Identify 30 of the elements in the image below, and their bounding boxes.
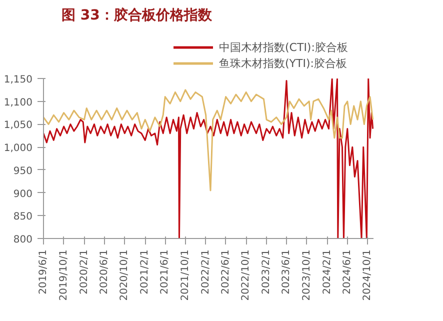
y-tick-label: 900: [13, 188, 33, 200]
x-tick-label: 2024/6/1: [342, 249, 353, 294]
x-tick-label: 2023/10/1: [301, 249, 312, 301]
x-tick-label: 2021/6/1: [160, 249, 171, 294]
chart-title: 图 33：胶合板价格指数: [62, 6, 213, 24]
legend-label: 中国木材指数(CTI):胶合板: [219, 40, 348, 55]
y-tick-label: 1,100: [4, 97, 33, 108]
x-tick-label: 2020/2/1: [78, 249, 90, 294]
y-tick-label: 800: [13, 234, 33, 246]
x-tick-label: 2022/2/1: [200, 249, 212, 294]
line-series: [44, 89, 374, 192]
x-tick-label: 2024/10/1: [362, 249, 374, 301]
x-tick-label: 2022/6/1: [220, 249, 232, 294]
x-tick-label: 2020/6/1: [98, 249, 110, 294]
y-tick-label: 1,000: [4, 143, 33, 154]
x-tick-label: 2024/2/1: [322, 249, 333, 294]
x-tick-label: 2023/2/1: [261, 249, 272, 294]
y-tick-label: 1,150: [4, 74, 33, 86]
y-tick-label: 1,050: [4, 120, 33, 132]
x-tick-label: 2019/10/1: [58, 249, 70, 301]
y-tick-label: 950: [13, 166, 33, 177]
y-tick-label: 850: [13, 212, 33, 223]
x-tick-label: 2021/10/1: [180, 249, 191, 301]
x-tick-label: 2020/10/1: [119, 249, 130, 301]
x-tick-label: 2019/6/1: [38, 249, 49, 294]
x-tick-label: 2021/2/1: [140, 249, 151, 294]
x-tick-label: 2023/6/1: [281, 249, 292, 294]
line-series: [44, 78, 374, 238]
legend-label: 鱼珠木材指数(YTI):胶合板: [219, 56, 347, 71]
x-tick-label: 2022/10/1: [240, 249, 252, 301]
